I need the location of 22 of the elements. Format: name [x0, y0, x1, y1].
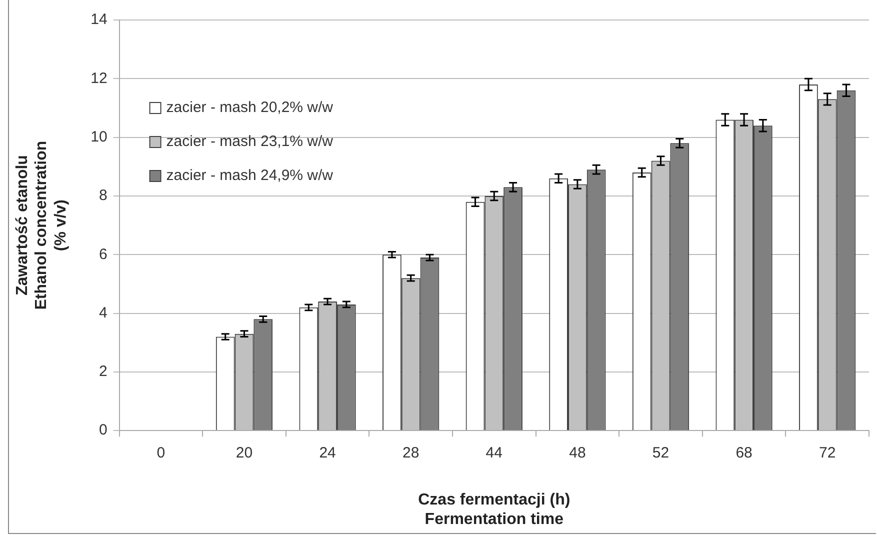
x-tick-label: 68 [736, 444, 752, 462]
y-tick-label: 4 [98, 304, 108, 322]
x-tick-label: 20 [236, 444, 253, 462]
legend-label: zacier - mash 24,9% w/w [166, 167, 334, 184]
y-tick-label: 12 [90, 70, 108, 87]
x-tick-label: 72 [819, 444, 836, 462]
y-tick-label: 0 [98, 422, 108, 439]
y-tick-label: 8 [98, 187, 108, 204]
x-tick-label: 24 [319, 444, 336, 462]
y-tick-label: 10 [90, 128, 108, 146]
x-tick-label: 44 [486, 444, 502, 462]
legend-label: zacier - mash 20,2% w/w [166, 99, 334, 116]
x-tick-label: 0 [156, 444, 166, 462]
x-tick-label: 48 [569, 444, 586, 462]
y-tick-label: 2 [98, 363, 108, 380]
y-tick-label: 14 [90, 11, 108, 28]
legend-label: zacier - mash 23,1% w/w [166, 133, 334, 150]
x-tick-label: 28 [402, 444, 420, 462]
x-axis-title: Czas fermentacji (h) Fermentation time [418, 492, 570, 528]
x-tick-label: 52 [652, 444, 670, 462]
y-axis-title: Zawartość etanolu Ethanol concentration (% v/v) [14, 140, 70, 310]
y-tick-label: 6 [98, 246, 108, 263]
